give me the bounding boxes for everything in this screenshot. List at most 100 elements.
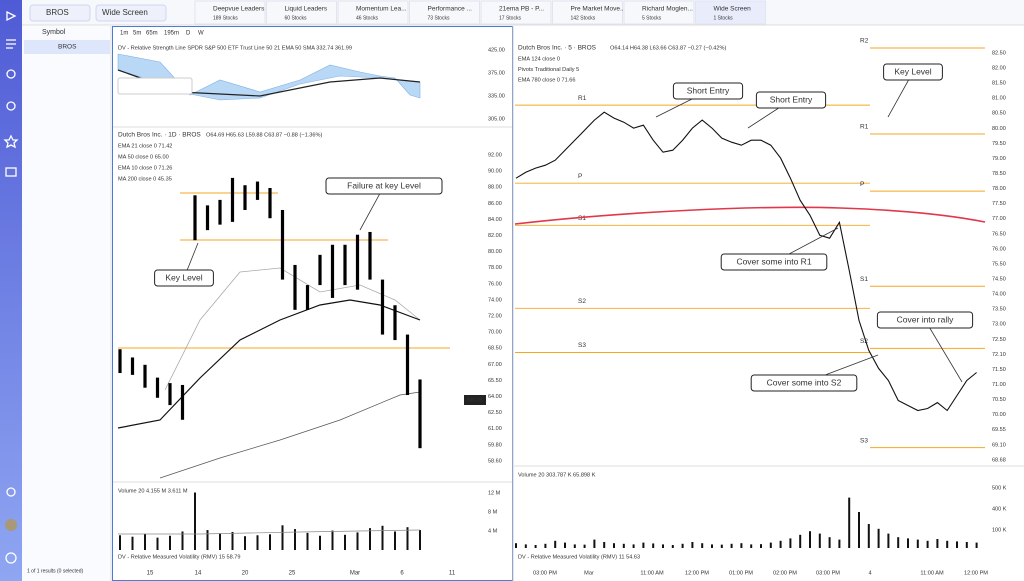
price-bar: [268, 187, 272, 219]
tab-name: Richard Moglen...: [642, 6, 693, 13]
y-tick-label: 82.50: [992, 50, 1006, 56]
x-tick-label: 14: [195, 571, 202, 577]
annotation-box: [720, 253, 828, 271]
y-tick-label: 86.00: [488, 201, 502, 207]
tab-name: Wide Screen: [714, 6, 752, 13]
help-icon[interactable]: [5, 552, 17, 564]
layout-select[interactable]: [95, 4, 167, 22]
search-box[interactable]: [29, 4, 91, 22]
y-tick-label: 79.50: [992, 141, 1006, 147]
volume-bar: [926, 540, 929, 548]
y-tick-label: 71.00: [992, 382, 1006, 388]
volume-bar: [206, 530, 209, 550]
volume-bar: [622, 543, 625, 548]
annotation-box: [755, 91, 827, 109]
volume-bar: [319, 535, 321, 550]
price-bar: [368, 231, 372, 280]
volume-bar: [799, 534, 802, 548]
drawing-toolbar[interactable]: [117, 77, 193, 95]
volume-bar: [818, 533, 821, 548]
symbol-tag-text: BROS: [467, 397, 483, 403]
y-tick-label: 78.00: [488, 265, 502, 271]
volume-bar: [858, 512, 860, 548]
timeframe: 195m: [164, 31, 179, 37]
volume-label: Volume 20 4.155 M 3.611 M: [118, 488, 188, 494]
price-bar: [305, 285, 310, 310]
search-text[interactable]: BROS: [46, 8, 69, 17]
y-tick-label: 80.50: [992, 111, 1006, 117]
y-tick-label: 73.50: [992, 307, 1006, 313]
volume-bar: [269, 534, 271, 550]
indicator: Pivots Traditional Daily 5: [518, 67, 579, 73]
price-bar: [293, 264, 297, 310]
price-bar: [205, 205, 210, 231]
nav-icon[interactable]: [5, 167, 17, 177]
volume-bar: [394, 531, 396, 550]
price-bar: [155, 377, 160, 398]
tab[interactable]: [266, 0, 337, 25]
y-tick-label: 74.50: [992, 277, 1006, 283]
nav-icon[interactable]: [6, 101, 16, 111]
symbol-tag: [464, 395, 486, 405]
x-tick-label: 12:00 PM: [964, 570, 988, 576]
annotation-text: Cover into rally: [897, 314, 954, 324]
price-bar: [193, 195, 197, 241]
tab-count: 142 Stocks: [571, 15, 596, 21]
watchlist-row-bg[interactable]: [24, 40, 110, 54]
volume-bar: [897, 537, 900, 548]
y-tick-label: 61.00: [488, 426, 502, 432]
volume-bar: [838, 539, 841, 548]
timeframe: D: [186, 31, 191, 37]
rsl-area: [117, 53, 421, 101]
avatar[interactable]: [5, 519, 17, 531]
ohlc: O64.14 H64.38 L63.66 C63.87 −0.27 (−0.42…: [610, 45, 726, 51]
volume-tick: 400 K: [992, 506, 1007, 512]
volume-bar: [975, 542, 978, 548]
volume-bar: [231, 531, 234, 550]
nav-icon[interactable]: [6, 487, 16, 497]
volume-bar: [848, 497, 851, 548]
indicator: EMA 10 close 0 71.26: [118, 165, 172, 171]
rsl-tick: 425.00: [488, 47, 505, 53]
volume-bar: [583, 544, 586, 548]
volume-bar: [671, 545, 674, 548]
x-tick-label: Mar: [584, 570, 594, 576]
y-tick-label: 68.50: [488, 346, 502, 352]
volume-bar: [730, 543, 733, 548]
volume-bar: [769, 542, 772, 548]
y-tick-label: 77.50: [992, 201, 1006, 207]
tab[interactable]: [409, 0, 480, 25]
volume-bar: [524, 544, 527, 548]
price-bar: [218, 199, 222, 225]
tab[interactable]: [552, 0, 623, 25]
volume-tick: 12 M: [488, 490, 501, 496]
volume-bar: [662, 544, 664, 548]
star-icon[interactable]: [3, 134, 19, 149]
tab[interactable]: [194, 0, 266, 25]
tab[interactable]: [480, 0, 552, 25]
tab-name: Deepvue Leaders: [213, 6, 265, 13]
annotation-arrow: [924, 319, 963, 383]
tab-count: 1 Stocks: [714, 15, 734, 21]
volume-bar: [544, 543, 547, 548]
layout-text[interactable]: Wide Screen: [102, 8, 148, 17]
nav-icon[interactable]: [6, 69, 16, 79]
tab[interactable]: [695, 0, 766, 25]
y-tick-label: 92.00: [488, 152, 502, 158]
ema-line: [164, 267, 421, 391]
ohlc: O64.69 H65.63 L59.88 C63.87 −0.88 (−1.36…: [206, 132, 322, 138]
volume-tick: 100 K: [992, 527, 1007, 533]
tab[interactable]: [623, 0, 695, 25]
annotation-text: Cover some into S2: [767, 377, 842, 387]
x-tick-label: 15: [147, 571, 154, 577]
y-tick-label: 74.00: [488, 297, 502, 303]
rsl-label: DV - Relative Strength Line SPDR S&P 500…: [118, 45, 352, 51]
menu-icon[interactable]: [6, 39, 16, 49]
timeframe: 65m: [146, 31, 158, 37]
volume-bar: [965, 542, 968, 548]
y-tick-label: 82.00: [992, 66, 1006, 72]
pivot-label: S2: [578, 298, 586, 305]
tab[interactable]: [337, 0, 409, 25]
x-tick-label: 11:00 AM: [640, 570, 664, 576]
